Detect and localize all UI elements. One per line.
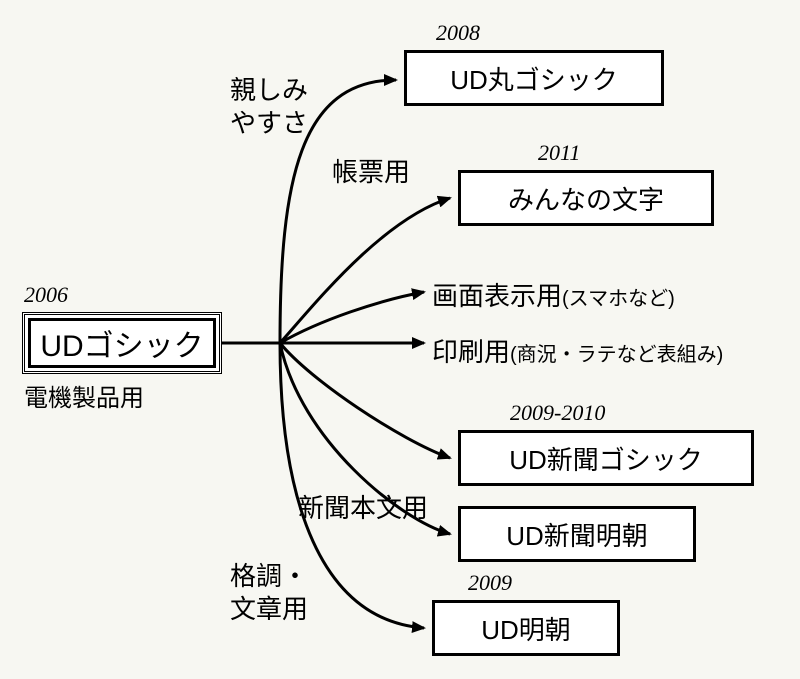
year-label-minna: 2011: [538, 140, 580, 166]
plain-node-parens-print: (商況・ラテなど表組み): [510, 338, 723, 367]
node-mincho: UD明朝: [432, 600, 620, 656]
plain-node-screen: 画面表示用(スマホなど): [432, 276, 675, 313]
node-text-minna: みんなの文字: [508, 180, 664, 217]
edge-label-friendly: 親しみやすさ: [230, 74, 308, 139]
edge-path: [280, 292, 424, 343]
diagram-canvas: 2006 UDゴシック 電機製品用 2008 UD丸ゴシック 2011 みんなの文字 2…: [0, 0, 800, 679]
node-text-shinbun_mincho: UD新聞明朝: [506, 516, 648, 553]
edge-label-style: 格調・文章用: [230, 560, 308, 625]
edge-path: [280, 343, 450, 458]
node-minna: みんなの文字: [458, 170, 714, 226]
plain-node-parens-screen: (スマホなど): [562, 282, 675, 311]
plain-node-main-print: 印刷用: [432, 332, 510, 369]
node-maru: UD丸ゴシック: [404, 50, 664, 106]
root-node-text: UDゴシック: [40, 321, 203, 365]
node-text-mincho: UD明朝: [481, 610, 571, 647]
plain-node-print: 印刷用(商況・ラテなど表組み): [432, 332, 723, 369]
root-year-label: 2006: [24, 282, 68, 308]
year-label-shinbun_gothic: 2009-2010: [510, 400, 605, 426]
node-shinbun_gothic: UD新聞ゴシック: [458, 430, 754, 486]
root-sublabel: 電機製品用: [24, 378, 144, 413]
node-shinbun_mincho: UD新聞明朝: [458, 506, 696, 562]
node-text-shinbun_gothic: UD新聞ゴシック: [509, 440, 703, 477]
root-node: UDゴシック: [22, 312, 222, 374]
edge-label-form: 帳票用: [332, 156, 410, 189]
edge-path: [280, 198, 450, 343]
plain-node-main-screen: 画面表示用: [432, 276, 562, 313]
year-label-mincho: 2009: [468, 570, 512, 596]
year-label-maru: 2008: [436, 20, 480, 46]
node-text-maru: UD丸ゴシック: [450, 60, 618, 97]
edge-label-newspaper: 新聞本文用: [298, 492, 428, 525]
